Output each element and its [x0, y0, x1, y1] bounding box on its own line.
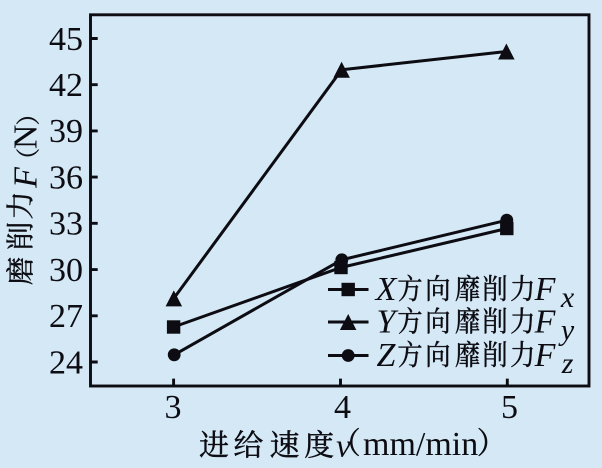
- svg-text:N: N: [8, 125, 45, 150]
- svg-text:F: F: [534, 304, 557, 341]
- svg-text:Y: Y: [377, 304, 399, 341]
- svg-text:39: 39: [49, 113, 83, 150]
- svg-text:36: 36: [49, 159, 83, 196]
- svg-text:y: y: [558, 314, 575, 347]
- svg-text:z: z: [561, 347, 574, 380]
- svg-text:4: 4: [334, 389, 351, 426]
- svg-text:45: 45: [49, 21, 83, 58]
- svg-text:F: F: [8, 166, 45, 189]
- svg-text:30: 30: [49, 252, 83, 289]
- svg-text:27: 27: [49, 298, 83, 335]
- svg-text:F: F: [534, 337, 557, 374]
- svg-text:33: 33: [49, 206, 83, 243]
- svg-text:Z: Z: [377, 337, 397, 374]
- svg-text:5: 5: [501, 389, 518, 426]
- svg-text:mm/min: mm/min: [363, 426, 478, 463]
- svg-text:F: F: [534, 271, 557, 308]
- svg-text:42: 42: [49, 67, 83, 104]
- svg-text:x: x: [560, 281, 575, 314]
- svg-text:3: 3: [165, 389, 182, 426]
- svg-text:X: X: [374, 271, 398, 308]
- svg-text:v: v: [336, 429, 351, 465]
- svg-text:24: 24: [49, 344, 83, 381]
